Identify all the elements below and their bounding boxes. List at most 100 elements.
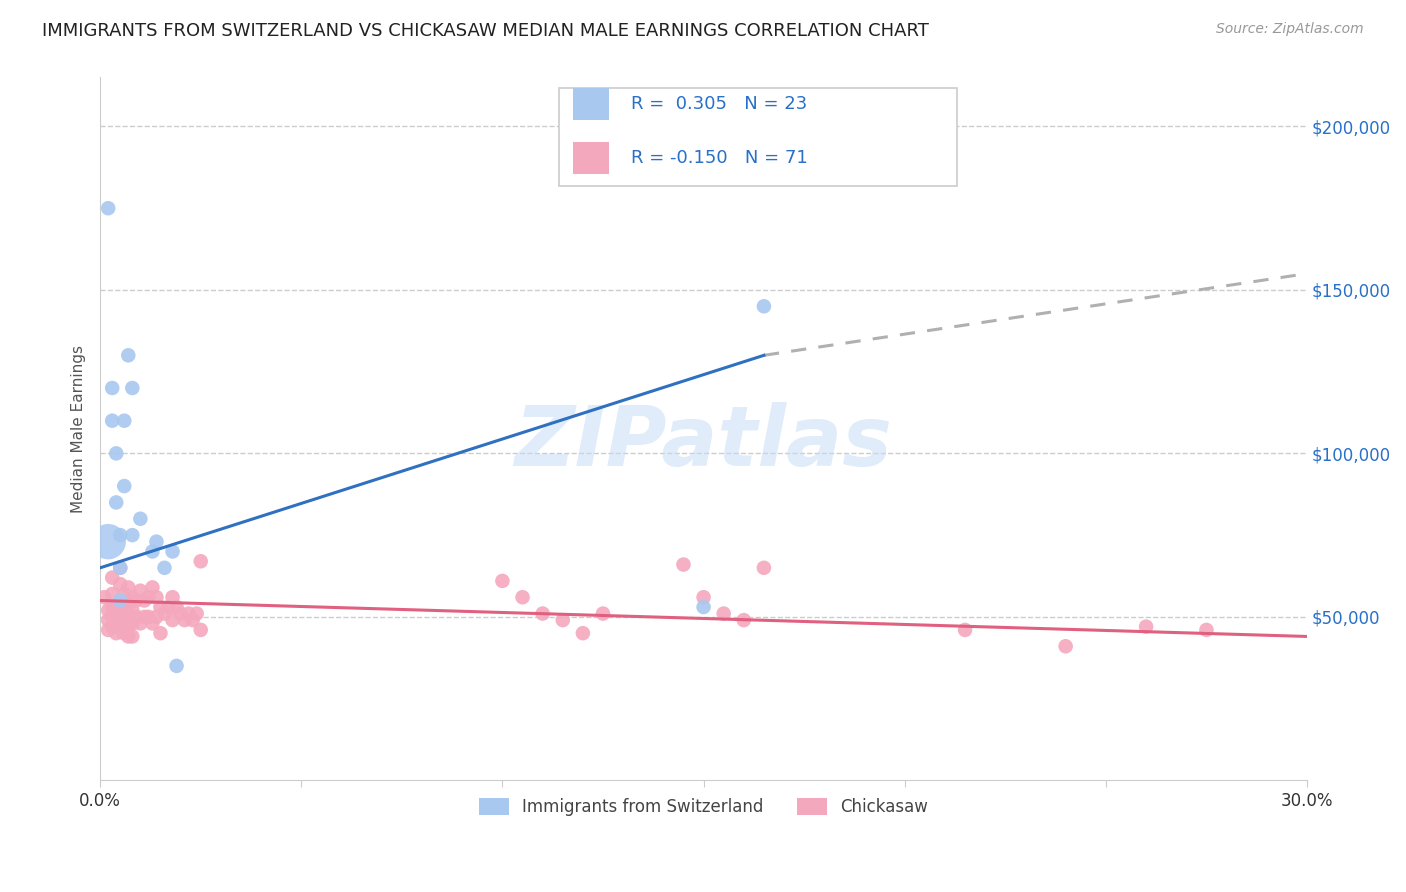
Point [112, 587, 135, 601]
Point [153, 561, 176, 575]
Point [169, 607, 191, 621]
Point [512, 591, 534, 605]
Text: IMMIGRANTS FROM SWITZERLAND VS CHICKASAW MEDIAN MALE EARNINGS CORRELATION CHART: IMMIGRANTS FROM SWITZERLAND VS CHICKASAW… [42, 22, 929, 40]
Point [121, 381, 143, 395]
Point [181, 613, 204, 627]
Point [117, 630, 139, 644]
Point [157, 600, 180, 615]
Point [117, 620, 139, 634]
Point [134, 593, 156, 607]
Point [110, 593, 132, 607]
Point [97, 623, 120, 637]
Point [101, 587, 124, 601]
Text: R =  0.305   N = 23: R = 0.305 N = 23 [631, 95, 807, 113]
Point [1135, 620, 1157, 634]
Point [105, 600, 128, 615]
Point [138, 610, 160, 624]
Point [110, 561, 132, 575]
Point [121, 616, 143, 631]
Point [145, 534, 167, 549]
Point [166, 600, 188, 615]
Point [110, 528, 132, 542]
Point [101, 620, 124, 634]
Point [190, 554, 212, 568]
Point [121, 630, 143, 644]
Point [117, 581, 139, 595]
Point [121, 603, 143, 617]
Point [101, 414, 124, 428]
Point [112, 414, 135, 428]
Point [166, 659, 188, 673]
Text: Source: ZipAtlas.com: Source: ZipAtlas.com [1216, 22, 1364, 37]
Point [97, 534, 120, 549]
Point [105, 620, 128, 634]
Point [153, 607, 176, 621]
Point [97, 613, 120, 627]
Point [190, 623, 212, 637]
Point [141, 581, 163, 595]
Point [112, 479, 135, 493]
Point [162, 613, 184, 627]
Point [105, 495, 128, 509]
Point [97, 201, 120, 215]
Point [117, 607, 139, 621]
Point [110, 616, 132, 631]
Point [110, 600, 132, 615]
Point [1195, 623, 1218, 637]
Point [173, 613, 195, 627]
Point [953, 623, 976, 637]
Point [112, 613, 135, 627]
Point [692, 591, 714, 605]
Point [186, 607, 208, 621]
Text: R = -0.150   N = 71: R = -0.150 N = 71 [631, 149, 808, 168]
Point [572, 626, 595, 640]
Point [101, 571, 124, 585]
Point [117, 348, 139, 362]
Point [551, 613, 574, 627]
Point [125, 610, 148, 624]
Point [125, 593, 148, 607]
Bar [574, 142, 609, 174]
Point [752, 561, 775, 575]
Point [129, 616, 152, 631]
Point [141, 616, 163, 631]
Point [177, 607, 200, 621]
Point [110, 577, 132, 591]
Point [97, 603, 120, 617]
Point [101, 600, 124, 615]
Point [145, 591, 167, 605]
Point [1054, 640, 1077, 654]
Point [692, 600, 714, 615]
Point [138, 591, 160, 605]
Point [93, 591, 115, 605]
Point [491, 574, 513, 588]
Point [121, 591, 143, 605]
Point [121, 528, 143, 542]
Point [149, 600, 172, 615]
Point [713, 607, 735, 621]
Point [112, 600, 135, 615]
Text: ZIPatlas: ZIPatlas [515, 402, 893, 483]
Point [733, 613, 755, 627]
Point [105, 626, 128, 640]
Point [531, 607, 554, 621]
Point [592, 607, 614, 621]
Point [117, 597, 139, 611]
Bar [574, 88, 609, 120]
Point [105, 446, 128, 460]
Point [129, 583, 152, 598]
Point [110, 561, 132, 575]
Point [129, 512, 152, 526]
Point [141, 544, 163, 558]
Point [162, 591, 184, 605]
Point [145, 610, 167, 624]
Point [101, 610, 124, 624]
Point [149, 626, 172, 640]
Point [162, 544, 184, 558]
Point [134, 610, 156, 624]
Point [101, 381, 124, 395]
Point [672, 558, 695, 572]
Point [105, 610, 128, 624]
Point [112, 626, 135, 640]
Y-axis label: Median Male Earnings: Median Male Earnings [72, 345, 86, 513]
